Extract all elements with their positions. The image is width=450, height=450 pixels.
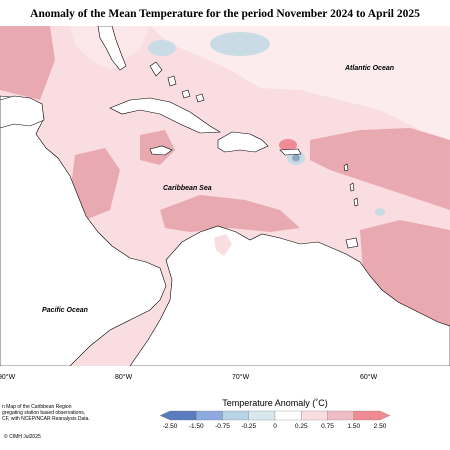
atlantic-ocean-label: Atlantic Ocean — [344, 65, 394, 72]
jamaica — [149, 145, 173, 156]
colorbar-bin — [159, 410, 197, 421]
anomaly-patch-neutral — [150, 26, 450, 140]
lesser-antilles-3 — [353, 197, 359, 207]
credit-text: n Map of the Caribbean Region gregating … — [2, 404, 132, 423]
lon-tick-label: 90°W — [0, 373, 16, 381]
anomaly-patch-negative — [148, 40, 176, 56]
copyright-text: © CIMH Jul2025 — [4, 434, 41, 440]
lesser-antilles-2 — [349, 182, 355, 192]
colorbar-tick-label: -0.75 — [215, 423, 230, 430]
credit-line: n Map of the Caribbean Region — [2, 404, 72, 410]
colorbar-bin — [274, 410, 302, 421]
map-title: Anomaly of the Mean Temperature for the … — [30, 8, 420, 20]
anomaly-patch-mid — [160, 195, 300, 232]
bahamas-2 — [167, 75, 177, 87]
colorbar-tick-label: 0.75 — [321, 423, 334, 430]
colorbar-bin — [248, 410, 276, 421]
cuba — [109, 97, 222, 134]
puerto-rico — [279, 148, 302, 156]
land-central-america — [0, 95, 167, 366]
bahamas-1 — [149, 61, 163, 77]
land-gulf-venezuela — [214, 234, 232, 256]
colorbar-tick-label: 2.50 — [374, 423, 387, 430]
hispaniola — [217, 131, 269, 153]
colorbar-tick-label: 0.25 — [295, 423, 308, 430]
anomaly-patch-negative — [375, 208, 385, 216]
land-south-america — [129, 225, 450, 366]
colorbar: -2.50 -1.50 -0.75 -0.25 0 0.25 0.75 1.50 2.50 — [159, 410, 391, 430]
credit-line: gregating station based observations, — [2, 410, 86, 417]
lon-tick-label: 80°W — [115, 373, 133, 381]
colorbar-bin — [222, 410, 249, 421]
caribbean-sea-label: Caribbean Sea — [163, 185, 212, 192]
credit-line: CF, with NCEP/NCAR Reanalysis Data. — [2, 416, 90, 423]
colorbar-tick-label: 0 — [273, 423, 277, 430]
colorbar-bin — [301, 410, 328, 421]
colorbar-bin — [327, 410, 354, 421]
land-yucatan — [0, 95, 45, 129]
colorbar-tick-label: -1.50 — [189, 423, 204, 430]
lesser-antilles-1 — [343, 163, 349, 172]
lon-tick-label: 60°W — [360, 373, 378, 381]
legend-title: Temperature Anomaly (˚C) — [222, 398, 328, 408]
anomaly-patch-max — [279, 139, 297, 151]
colorbar-bin — [196, 410, 223, 421]
anomaly-patch-negative — [210, 32, 270, 56]
islands — [97, 26, 359, 249]
anomaly-patch-mid — [310, 128, 450, 210]
lon-tick-label: 70°W — [232, 373, 250, 381]
bahamas-4 — [195, 93, 205, 103]
colorbar-bin — [353, 410, 391, 421]
bahamas-3 — [181, 89, 191, 99]
colorbar-tick-label: -2.50 — [163, 423, 178, 430]
anomaly-patch-mid — [70, 148, 120, 220]
trinidad — [345, 237, 359, 249]
colorbar-tick-label: -0.25 — [241, 423, 256, 430]
anomaly-patch-negative-dark — [292, 154, 300, 162]
anomaly-patch-mid — [0, 26, 55, 100]
florida — [97, 26, 127, 71]
colorbar-tick-label: 1.50 — [347, 423, 360, 430]
pacific-ocean-label: Pacific Ocean — [42, 307, 88, 314]
